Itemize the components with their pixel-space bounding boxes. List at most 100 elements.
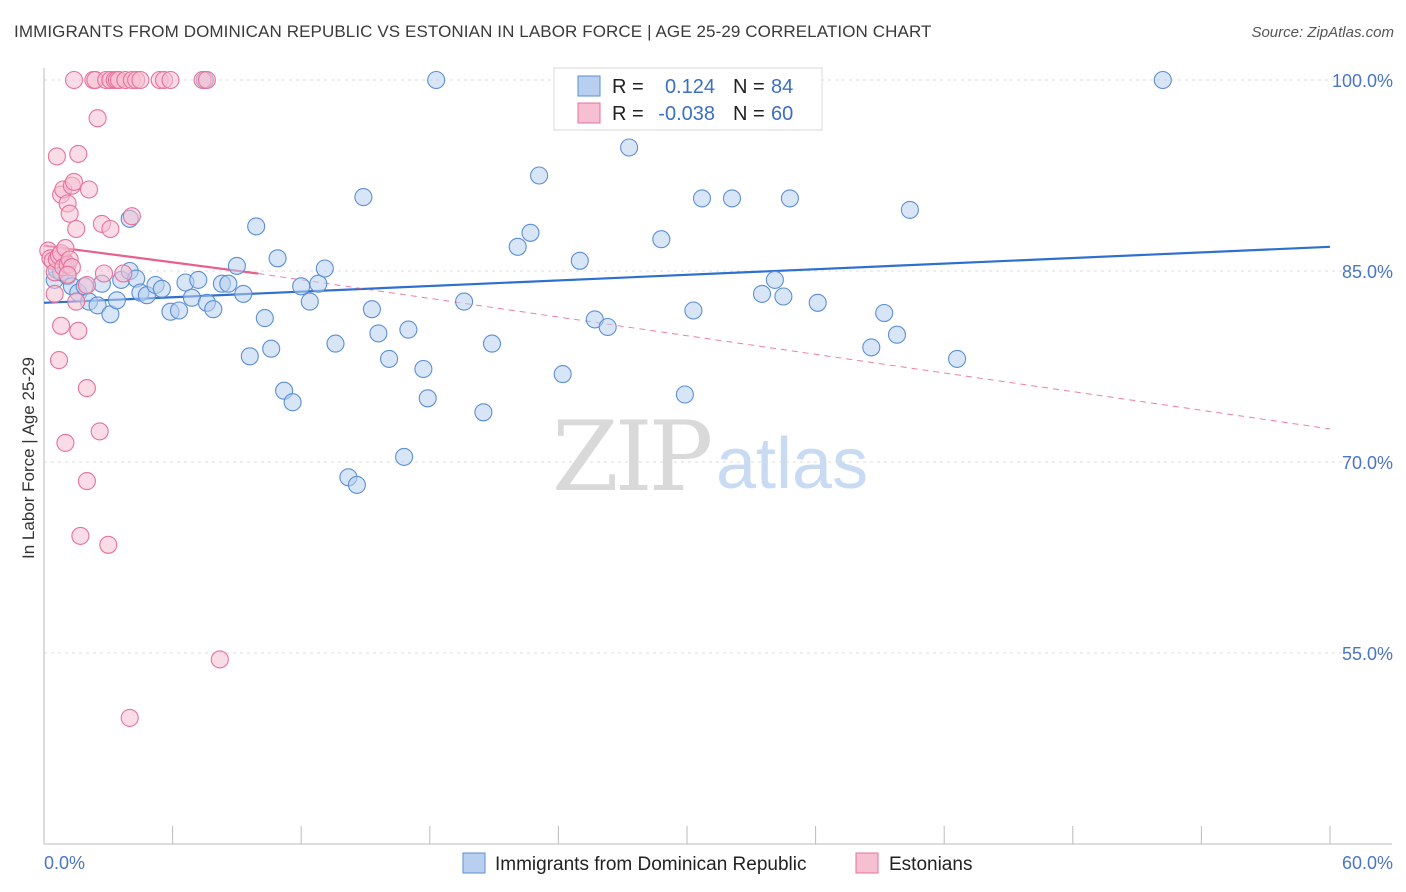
data-point-dominican (553, 365, 572, 384)
legend-n-label: N = (733, 103, 765, 125)
data-point-dominican (862, 338, 881, 357)
data-point-dominican (900, 200, 919, 219)
data-point-dominican (182, 288, 201, 307)
data-point-estonian (114, 264, 133, 283)
data-point-dominican (521, 223, 540, 242)
legend-swatch-blue (577, 75, 601, 97)
data-point-dominican (369, 324, 388, 343)
data-point-dominican (948, 349, 967, 368)
data-point-dominican (234, 284, 253, 303)
data-point-dominican (268, 249, 287, 268)
data-point-dominican (780, 189, 799, 208)
data-point-estonian (67, 292, 86, 311)
data-point-dominican (482, 334, 502, 353)
data-point-dominican (418, 389, 437, 408)
data-point-dominican (808, 293, 827, 312)
data-point-dominican (240, 347, 259, 366)
legend-n-value: 84 (771, 76, 793, 98)
data-point-estonian (56, 433, 75, 452)
data-point-dominican (227, 256, 246, 275)
data-point-dominican (204, 300, 223, 319)
data-point-estonian (69, 321, 88, 340)
data-point-dominican (692, 189, 712, 208)
data-point-estonian (69, 144, 88, 163)
data-point-dominican (88, 296, 107, 315)
data-point-estonian (79, 180, 99, 199)
legend-n-label: N = (733, 76, 765, 98)
data-point-estonian (64, 70, 84, 90)
data-point-dominican (107, 291, 126, 310)
data-point-dominican (427, 70, 446, 90)
data-point-dominican (292, 277, 311, 296)
source-label: Source: ZipAtlas.com (1251, 24, 1394, 41)
data-point-estonian (120, 708, 139, 727)
trend-lines (43, 244, 1331, 430)
x-tick-label: 60.0% (1342, 853, 1393, 873)
data-point-estonian (60, 204, 79, 223)
data-point-dominican (508, 237, 527, 256)
data-point-dominican (380, 349, 399, 368)
y-axis-label: In Labor Force | Age 25-29 (19, 357, 38, 559)
legend-r-value: 0.124 (665, 76, 715, 98)
data-point-estonian (77, 275, 96, 295)
data-point-dominican (326, 334, 345, 353)
data-point-estonian (52, 316, 71, 335)
data-point-dominican (399, 320, 418, 339)
data-point-dominican (722, 189, 742, 208)
data-point-estonian (45, 284, 64, 303)
data-point-estonian (99, 535, 118, 554)
data-point-dominican (1153, 70, 1172, 90)
watermark: ZIP atlas (552, 401, 868, 513)
data-point-dominican (675, 385, 694, 404)
bottom-legend-label-blue: Immigrants from Dominican Republic (495, 854, 807, 875)
data-point-dominican (774, 287, 793, 306)
data-point-dominican (347, 475, 366, 494)
bottom-legend-swatch-blue (462, 852, 486, 874)
data-point-dominican (247, 217, 266, 236)
data-point-dominican (169, 301, 189, 320)
trend-line-blue (43, 245, 1331, 304)
y-tick-label: 100.0% (1332, 71, 1393, 91)
data-point-estonian (94, 264, 114, 283)
data-point-estonian (131, 70, 150, 90)
data-point-dominican (684, 301, 703, 320)
data-point-estonian (64, 172, 84, 191)
data-point-estonian (47, 147, 66, 166)
data-point-estonian (49, 351, 69, 370)
legend-n-value: 60 (771, 103, 793, 125)
data-point-dominican (362, 300, 381, 319)
data-point-dominican (219, 274, 238, 293)
data-point-dominican (474, 403, 493, 422)
data-point-estonian (77, 379, 96, 398)
watermark-atlas: atlas (716, 424, 868, 504)
axes (43, 68, 1392, 845)
data-points (39, 70, 1172, 727)
correlation-legend: R = 0.124 N = 84 R = -0.038 N = 60 (553, 67, 823, 131)
data-point-estonian (77, 472, 96, 491)
trend-line-pink (43, 244, 259, 275)
legend-r-label: R = (612, 103, 644, 125)
data-point-dominican (189, 270, 208, 289)
data-point-dominican (752, 284, 772, 303)
data-point-dominican (255, 309, 274, 328)
chart-title: IMMIGRANTS FROM DOMINICAN REPUBLIC VS ES… (14, 22, 932, 41)
legend-swatch-pink (577, 102, 601, 124)
data-point-dominican (309, 274, 328, 293)
legend-r-value: -0.038 (658, 103, 715, 125)
data-point-dominican (530, 166, 549, 185)
legend-r-label: R = (612, 76, 644, 98)
data-point-dominican (887, 325, 907, 344)
data-point-dominican (598, 317, 617, 337)
bottom-legend-label-pink: Estonians (889, 854, 972, 875)
y-tick-label: 85.0% (1342, 262, 1393, 282)
data-point-dominican (455, 292, 474, 311)
y-tick-label: 55.0% (1342, 644, 1393, 664)
y-tick-label: 70.0% (1342, 453, 1393, 473)
data-point-estonian (58, 265, 77, 284)
data-point-dominican (570, 251, 589, 270)
trend-line-pink-extension (258, 273, 1331, 430)
data-point-dominican (395, 447, 414, 466)
data-point-estonian (71, 526, 90, 545)
data-point-dominican (652, 230, 671, 249)
